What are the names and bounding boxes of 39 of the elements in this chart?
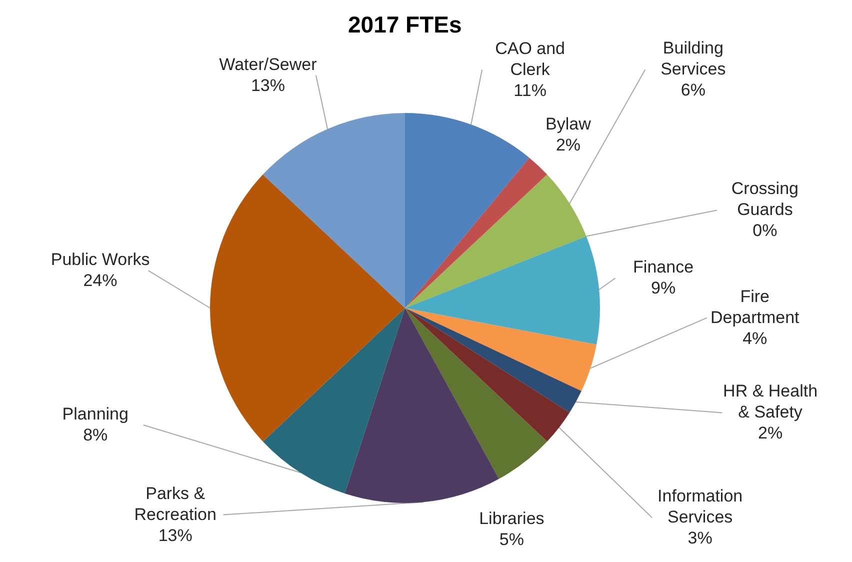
slice-label: Building Services: [660, 38, 726, 79]
slice-label: Finance: [633, 258, 694, 277]
data-label: 4%: [742, 328, 768, 348]
pie-slice: [405, 308, 582, 412]
data-label: 9%: [650, 278, 676, 298]
data-label: 2%: [758, 424, 783, 443]
pie-slice: [405, 174, 586, 308]
slice-label: Parks & Recreation: [134, 484, 216, 524]
pie-slice: [405, 158, 548, 308]
data-label: 5%: [499, 530, 524, 550]
chart-title: 2017 FTEs: [348, 12, 462, 38]
data-label: 11%: [514, 80, 546, 100]
slice-label: Libraries: [479, 509, 544, 528]
slice-label: CAO and Clerk: [495, 38, 566, 79]
slice-label: HR & Health & Safety: [723, 382, 818, 422]
pie-slice: [405, 308, 597, 392]
data-label: 2%: [556, 135, 581, 154]
data-label: 24%: [83, 271, 118, 290]
pie-slice: [405, 236, 600, 345]
slice-label: Fire Department: [710, 286, 800, 327]
slice-label: Information Services: [658, 486, 743, 527]
pie-slice: [405, 113, 530, 308]
pie-slice: [262, 113, 405, 308]
slice-label: Water/Sewer: [219, 54, 318, 74]
category-label: Crossing Guards: [731, 179, 798, 220]
slice-label: Planning: [62, 404, 128, 424]
pie-slice: [405, 308, 548, 479]
data-label: 6%: [680, 80, 706, 100]
data-label: 13%: [250, 76, 285, 95]
pie-slice: [262, 308, 405, 494]
data-label: 13%: [158, 526, 192, 545]
text: 0%: [752, 221, 778, 240]
data-label: 8%: [83, 426, 108, 444]
pie-slice: [344, 308, 499, 503]
slice-label: Bylaw: [546, 114, 592, 134]
pie-slice: [405, 308, 570, 442]
data-label: 3%: [688, 528, 712, 548]
slice-label: Public Works: [50, 250, 150, 270]
pie-slice: [210, 174, 405, 442]
